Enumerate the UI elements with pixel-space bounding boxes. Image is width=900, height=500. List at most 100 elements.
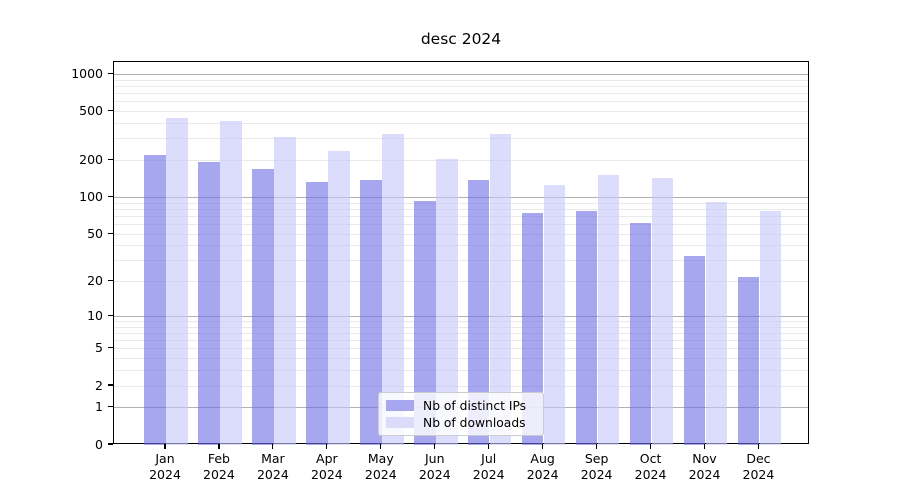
gridline-minor-900 — [114, 79, 808, 81]
x-tick-mark-jan — [164, 444, 166, 449]
y-tick-mark-10 — [108, 314, 113, 316]
x-tick-label-jul: Jul 2024 — [472, 451, 505, 482]
gridline-minor-5 — [114, 348, 808, 350]
legend-item-distinct-ips: Nb of distinct IPs — [379, 397, 543, 414]
gridline-minor-3 — [114, 370, 808, 372]
x-tick-mark-aug — [542, 444, 544, 449]
gridline-minor-6 — [114, 340, 808, 342]
bar-distinct-ips-jan — [144, 155, 166, 445]
bar-downloads-jan — [166, 117, 188, 445]
x-tick-mark-jul — [488, 444, 490, 449]
y-tick-mark-100 — [108, 195, 113, 198]
gridline-minor-200 — [114, 160, 808, 162]
gridline-minor-800 — [114, 85, 808, 87]
bar-distinct-ips-dec — [737, 276, 760, 445]
y-tick-mark-50 — [108, 232, 113, 234]
x-tick-label-jan: Jan 2024 — [149, 451, 181, 482]
y-tick-mark-5 — [108, 347, 113, 349]
y-tick-label-2: 2 — [95, 377, 103, 393]
bar-downloads-aug — [543, 185, 566, 445]
chart-title: desc 2024 — [420, 30, 502, 48]
legend-swatch-downloads — [386, 417, 414, 428]
x-tick-mark-nov — [703, 444, 706, 449]
bar-distinct-ips-nov — [683, 255, 706, 445]
gridline-minor-2 — [114, 385, 808, 387]
bar-downloads-nov — [705, 201, 728, 445]
x-tick-label-mar: Mar 2024 — [256, 451, 289, 482]
x-tick-label-may: May 2024 — [364, 451, 397, 482]
x-tick-mark-apr — [326, 444, 328, 449]
gridline-minor-40 — [114, 245, 808, 247]
y-tick-label-5: 5 — [95, 340, 103, 356]
gridline-minor-600 — [114, 101, 808, 103]
bar-distinct-ips-feb — [198, 161, 220, 445]
gridline-major-100 — [114, 196, 808, 198]
y-tick-mark-0 — [108, 443, 113, 445]
bar-downloads-jun — [435, 159, 458, 445]
x-tick-mark-sep — [596, 444, 598, 449]
y-tick-mark-2 — [108, 384, 113, 386]
y-tick-mark-200 — [108, 158, 113, 161]
y-tick-mark-500 — [108, 109, 113, 112]
gridline-minor-60 — [114, 224, 808, 225]
bar-downloads-mar — [274, 137, 296, 445]
bar-distinct-ips-mar — [252, 169, 274, 445]
gridline-minor-9 — [114, 321, 808, 322]
gridline-minor-20 — [114, 281, 808, 283]
x-tick-label-aug: Aug 2024 — [526, 451, 559, 482]
x-tick-mark-mar — [272, 444, 274, 449]
gridline-major-10 — [114, 315, 808, 317]
x-tick-label-apr: Apr 2024 — [310, 451, 343, 482]
x-tick-mark-oct — [649, 444, 652, 449]
x-tick-label-jun: Jun 2024 — [418, 451, 451, 482]
legend-label-distinct-ips: Nb of distinct IPs — [423, 398, 527, 413]
bar-downloads-oct — [651, 177, 674, 445]
legend-label-downloads: Nb of downloads — [423, 415, 526, 430]
bar-downloads-apr — [328, 150, 350, 445]
x-tick-label-sep: Sep 2024 — [580, 451, 613, 482]
y-tick-label-1: 1 — [95, 399, 103, 415]
bar-downloads-jul — [489, 133, 512, 445]
y-tick-label-0: 0 — [95, 436, 103, 452]
bar-distinct-ips-may — [360, 179, 382, 445]
y-tick-mark-20 — [108, 280, 113, 282]
y-tick-label-200: 200 — [79, 152, 103, 168]
x-tick-mark-jun — [434, 444, 436, 449]
gridline-minor-30 — [114, 260, 808, 262]
bar-downloads-sep — [597, 175, 620, 445]
plot-area — [113, 61, 809, 445]
x-tick-label-dec: Dec 2024 — [742, 451, 775, 482]
gridline-minor-8 — [114, 326, 808, 328]
gridline-minor-80 — [114, 208, 808, 210]
y-tick-mark-1000 — [108, 72, 113, 75]
bar-downloads-dec — [759, 210, 782, 445]
x-tick-label-nov: Nov 2024 — [688, 451, 721, 482]
y-tick-label-10: 10 — [87, 307, 103, 323]
y-tick-label-100: 100 — [79, 188, 103, 204]
gridline-minor-400 — [114, 123, 808, 124]
gridline-minor-700 — [114, 93, 808, 95]
y-tick-label-20: 20 — [87, 273, 103, 289]
gridline-minor-50 — [114, 233, 808, 235]
bar-distinct-ips-jun — [413, 200, 436, 445]
gridline-minor-4 — [114, 358, 808, 360]
x-tick-mark-feb — [218, 444, 220, 449]
y-tick-label-500: 500 — [79, 103, 103, 119]
legend: Nb of distinct IPs Nb of downloads — [378, 392, 544, 436]
gridline-minor-500 — [114, 111, 808, 113]
gridline-minor-90 — [114, 202, 808, 204]
bar-distinct-ips-apr — [306, 181, 328, 445]
y-tick-mark-1 — [108, 406, 113, 408]
x-tick-mark-may — [380, 444, 382, 449]
bar-downloads-feb — [220, 120, 242, 445]
y-tick-label-50: 50 — [87, 225, 103, 241]
legend-item-downloads: Nb of downloads — [379, 414, 543, 431]
x-tick-mark-dec — [757, 444, 760, 449]
bar-distinct-ips-jul — [467, 180, 490, 445]
bar-distinct-ips-aug — [521, 213, 544, 445]
gridline-minor-7 — [114, 332, 808, 334]
bar-distinct-ips-sep — [575, 211, 598, 445]
y-tick-label-1000: 1000 — [71, 65, 103, 81]
x-tick-label-feb: Feb 2024 — [203, 451, 235, 482]
